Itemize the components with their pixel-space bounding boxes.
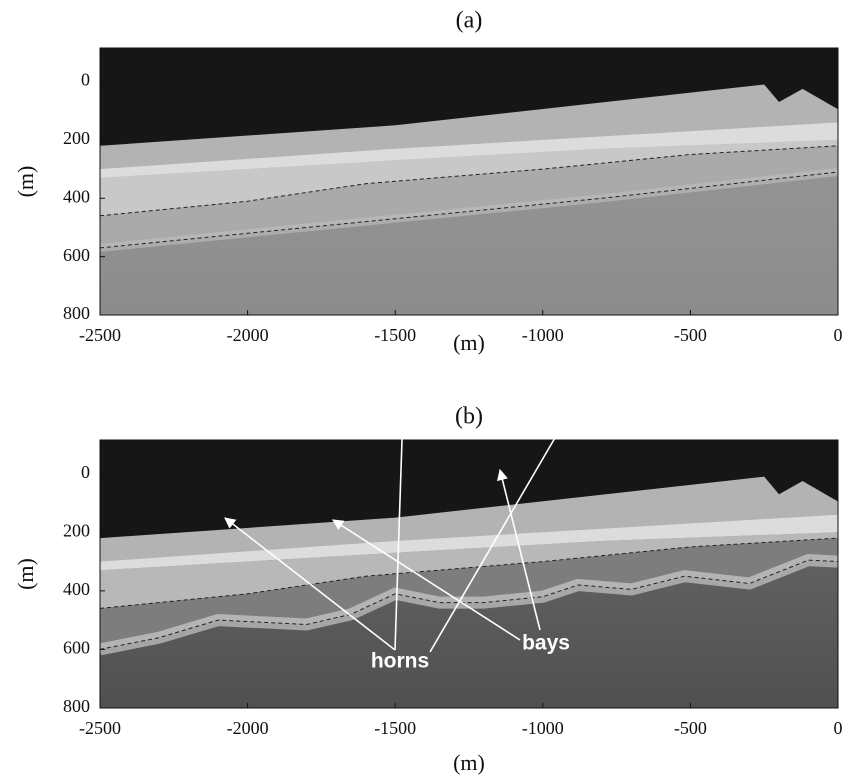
y-axis-label: (m)	[13, 166, 38, 198]
x-tick-label: -1500	[374, 718, 416, 738]
annotation: horns	[371, 650, 429, 673]
annotation: bays	[522, 632, 570, 655]
y-tick-label: 200	[63, 520, 90, 540]
inner-surf	[100, 532, 838, 609]
x-tick-label: -2500	[79, 325, 121, 345]
surf-zone	[100, 145, 838, 248]
y-tick-label: 400	[63, 186, 90, 206]
y-tick-label: 600	[63, 638, 90, 658]
y-tick-label: 400	[63, 579, 90, 599]
x-tick-label: -500	[674, 718, 707, 738]
contour	[100, 537, 838, 609]
x-tick-label: -2000	[227, 718, 269, 738]
arrow	[429, 394, 581, 653]
dune	[100, 476, 838, 562]
land	[100, 440, 838, 539]
arrow	[332, 519, 521, 641]
x-tick-label: -1000	[522, 718, 564, 738]
dune	[100, 84, 838, 170]
x-tick-label: -1000	[522, 325, 564, 345]
y-tick-label: 0	[81, 462, 90, 482]
x-tick-label: -2500	[79, 718, 121, 738]
x-tick-label: 0	[834, 325, 843, 345]
inner-surf	[100, 139, 838, 216]
image-panel	[100, 48, 838, 315]
arrow	[394, 408, 409, 651]
y-tick-label: 0	[81, 70, 90, 90]
y-tick-label: 200	[63, 128, 90, 148]
y-tick-label: 600	[63, 245, 90, 265]
imagery	[100, 440, 838, 708]
y-tick-label: 800	[63, 303, 90, 323]
image-panel	[100, 440, 838, 708]
x-tick-label: -2000	[227, 325, 269, 345]
arrow	[224, 517, 396, 651]
x-tick-label: -1500	[374, 325, 416, 345]
contour	[100, 145, 838, 217]
panel-title: (b)	[455, 404, 483, 430]
axes-frame	[99, 47, 839, 316]
x-tick-label: -500	[674, 325, 707, 345]
axes-frame	[99, 439, 839, 709]
x-tick-label: 0	[834, 718, 843, 738]
x-axis-label: (m)	[453, 750, 485, 775]
y-axis-label: (m)	[13, 558, 38, 590]
arrow	[497, 468, 541, 631]
panel-title: (a)	[456, 8, 483, 34]
y-tick-label: 800	[63, 696, 90, 716]
imagery	[100, 48, 838, 315]
x-axis-label: (m)	[453, 330, 485, 355]
contour	[100, 171, 838, 249]
contour	[100, 559, 838, 650]
land	[100, 48, 838, 146]
